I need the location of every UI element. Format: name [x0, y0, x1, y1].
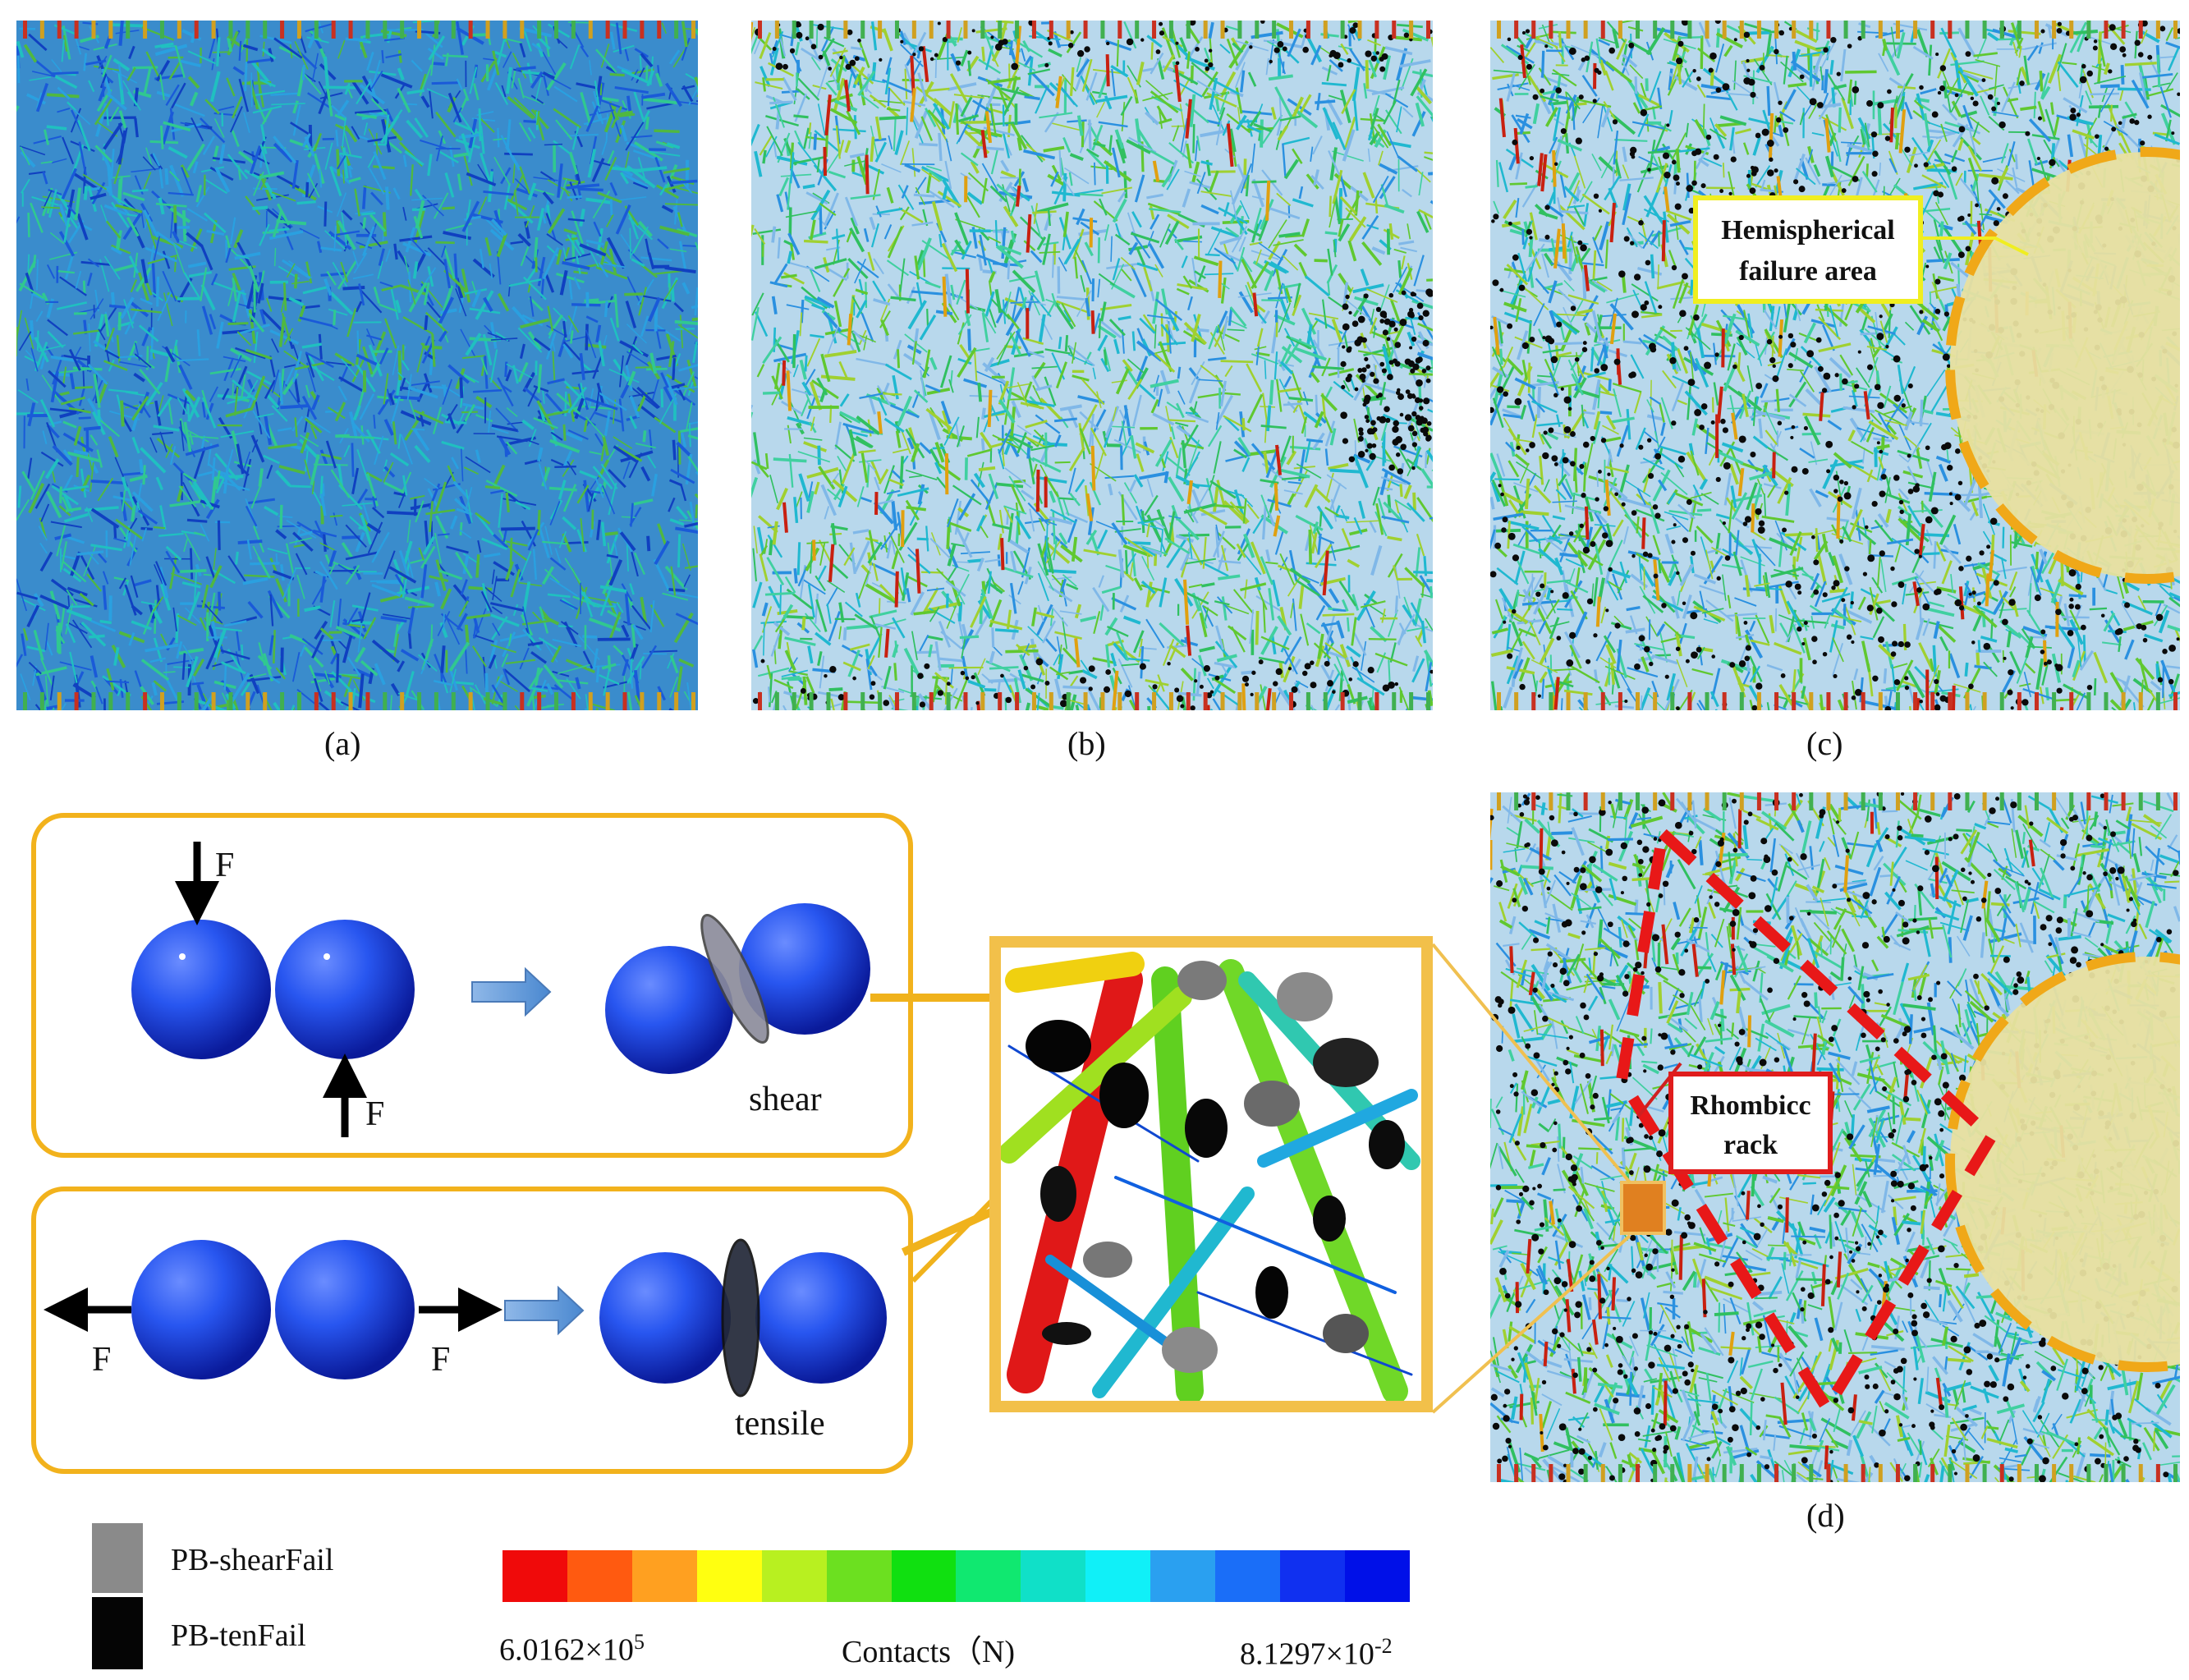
callout-hemispherical: Hemispherical failure area: [1693, 195, 1923, 304]
colorbar-max-label: 8.1297×10-2: [1240, 1634, 1393, 1673]
colorbar-max-mantissa: 8.1297×10: [1240, 1636, 1374, 1672]
colorbar-segment: [1344, 1550, 1410, 1602]
ten-fail-swatch: [92, 1597, 143, 1669]
colorbar-segment: [567, 1550, 632, 1602]
tensile-force-label-right: F: [431, 1341, 451, 1379]
colorbar-segment: [696, 1550, 762, 1602]
zoom-leader-top: [1431, 943, 1631, 1184]
shear-force-label-top: F: [215, 847, 235, 884]
colorbar-segment: [1280, 1550, 1345, 1602]
particle: [131, 920, 271, 1059]
callout-rhombic-line1: Rhombicc: [1690, 1090, 1811, 1121]
colorbar-segment: [761, 1550, 827, 1602]
shear-mode-label: shear: [749, 1081, 822, 1118]
colorbar-min-mantissa: 6.0162×10: [499, 1632, 634, 1668]
colorbar-segment: [631, 1550, 697, 1602]
failed-bond-disks: [1026, 961, 1405, 1373]
zoom-leader-bottom: [1431, 1234, 1631, 1414]
rhombic-crack-boundary: [1615, 822, 1999, 1420]
panel-a-network: [16, 21, 698, 710]
colorbar-segment: [503, 1550, 567, 1602]
colorbar-title: Contacts（N): [842, 1635, 1016, 1669]
colorbar-min-exponent: 5: [633, 1630, 645, 1654]
strong-contact-bond: [1007, 962, 1143, 1393]
caption-b: (b): [1067, 725, 1106, 762]
callout-rhombic-line2: rack: [1723, 1130, 1778, 1160]
caption-a: (a): [324, 725, 361, 762]
panel-d-network: [1490, 792, 2180, 1482]
zoom-inset: [989, 936, 1433, 1412]
colorbar-max-exponent: -2: [1374, 1634, 1393, 1658]
zoom-source-box: [1620, 1181, 1666, 1235]
transition-arrow: [504, 1285, 585, 1336]
transition-arrow: [471, 966, 552, 1017]
colorbar-segment: [1085, 1550, 1151, 1602]
particle: [755, 1252, 887, 1384]
ten-fail-label: PB-tenFail: [171, 1618, 306, 1653]
shear-force-label-bottom: F: [365, 1095, 385, 1133]
contact-network-b: [751, 21, 1433, 710]
panel-b-network: [751, 21, 1433, 710]
callout-hemispherical-line2: failure area: [1739, 256, 1877, 287]
colorbar-segment: [956, 1550, 1021, 1602]
caption-d: (d): [1806, 1497, 1845, 1534]
particle: [275, 1240, 415, 1379]
contact-network-a: [16, 21, 698, 710]
shear-bond-disk: [700, 914, 769, 1044]
colorbar-segment: [1215, 1550, 1281, 1602]
contact-force-colorbar: [503, 1550, 1410, 1602]
tensile-bond-disk: [721, 1238, 760, 1398]
panel-c-network: [1490, 21, 2180, 710]
colorbar-segment: [891, 1550, 957, 1602]
callout-rhombic: Rhombicc rack: [1668, 1072, 1833, 1174]
rhombic-crack-overlay: [1615, 822, 2180, 1420]
particle: [275, 920, 415, 1059]
particle: [599, 1252, 731, 1384]
zoom-inset-render: [1001, 952, 1420, 1401]
shear-fail-swatch: [92, 1523, 143, 1593]
shear-fail-label: PB-shearFail: [171, 1543, 334, 1577]
colorbar-segment: [1021, 1550, 1086, 1602]
particle: [131, 1240, 271, 1379]
colorbar-min-label: 6.0162×105: [499, 1630, 645, 1669]
tensile-mode-label: tensile: [735, 1405, 825, 1443]
tensile-force-label-left: F: [92, 1341, 112, 1379]
particle: [739, 903, 870, 1035]
particle: [605, 946, 733, 1074]
hemispherical-failure-region: [1945, 147, 2180, 584]
failure-boundary: [1945, 147, 2180, 584]
callout-hemispherical-line1: Hemispherical: [1721, 215, 1895, 246]
colorbar-segment: [1150, 1550, 1216, 1602]
caption-c: (c): [1806, 725, 1843, 762]
colorbar-segment: [826, 1550, 892, 1602]
failure-fill: [1950, 152, 2180, 579]
